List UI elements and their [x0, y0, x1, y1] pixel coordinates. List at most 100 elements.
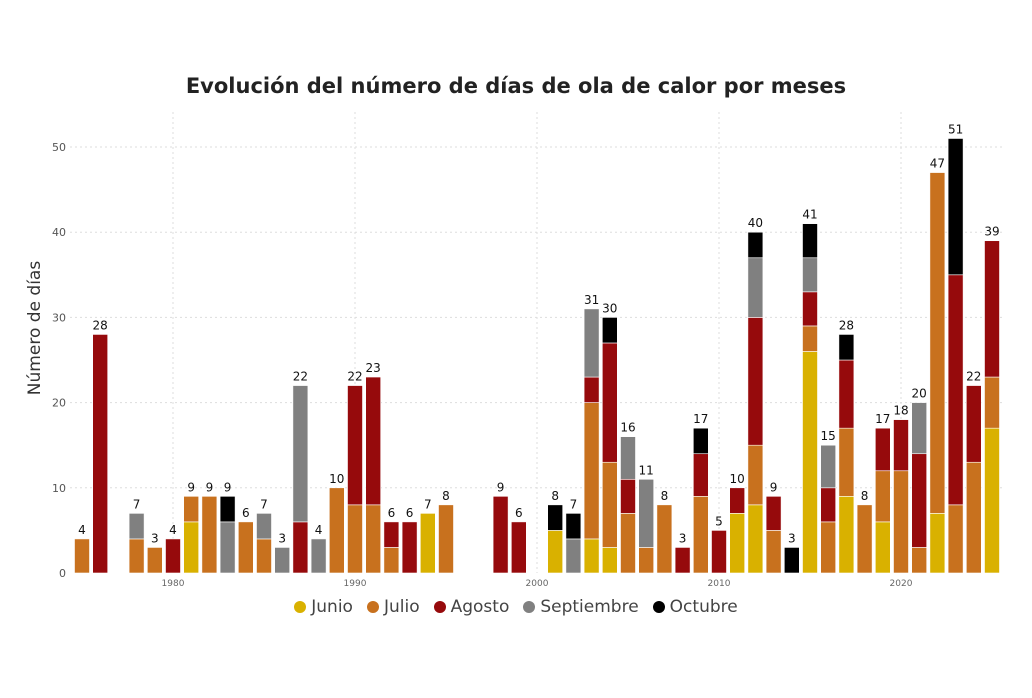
bar-segment-julio-1975	[74, 538, 90, 574]
legend-label: Octubre	[669, 597, 738, 617]
bar-segment-junio-1994	[419, 513, 436, 574]
legend-marker-icon	[652, 601, 665, 613]
x-tick-label: 2010	[708, 579, 731, 589]
bar-segment-octubre-2004	[601, 317, 618, 344]
bar-segment-septiembre-2006	[638, 478, 655, 548]
bar-segment-junio-2004	[601, 547, 618, 574]
data-label-total: 17	[693, 412, 708, 426]
bar-segment-agosto-1980	[165, 538, 181, 574]
legend-marker-icon	[366, 601, 379, 613]
legend-item-octubre[interactable]: Octubre	[652, 597, 738, 617]
bar-segment-julio-1989	[328, 487, 345, 574]
legend-item-julio[interactable]: Julio	[366, 597, 420, 617]
bar-segment-julio-2012	[747, 444, 764, 506]
bar-segment-octubre-2012	[747, 231, 764, 259]
data-label-total: 8	[661, 489, 669, 503]
bar-segment-julio-1992	[383, 547, 400, 574]
data-label-total: 28	[93, 318, 108, 332]
bar-segment-junio-2012	[747, 504, 764, 574]
data-label-total: 6	[242, 506, 250, 520]
bar-segment-julio-2025	[984, 376, 1000, 429]
bar-segment-julio-1991	[365, 504, 382, 574]
data-label-total: 8	[442, 489, 450, 503]
x-tick-label: 1980	[162, 579, 185, 589]
bar-segment-julio-1995	[438, 504, 454, 574]
bar-segment-agosto-1991	[365, 376, 382, 506]
data-label-total: 7	[260, 497, 268, 511]
bar-segment-agosto-2012	[747, 317, 764, 446]
bar-segment-agosto-1987	[292, 521, 309, 574]
data-label-total: 6	[406, 506, 414, 520]
data-label-total: 16	[620, 421, 635, 435]
bar-segment-agosto-2020	[893, 419, 909, 472]
bar-segment-junio-2011	[729, 513, 746, 574]
data-label-total: 8	[551, 489, 559, 503]
bar-segment-septiembre-2015	[802, 257, 818, 293]
data-label-total: 22	[966, 370, 981, 384]
bar-segment-agosto-2019	[874, 427, 891, 472]
data-label-total: 4	[315, 523, 323, 537]
bar-segment-septiembre-1985	[256, 513, 272, 540]
data-label-total: 5	[715, 514, 723, 528]
bar-segment-septiembre-2002	[565, 538, 582, 574]
data-label-total: 6	[388, 506, 396, 520]
legend-label: Junio	[311, 597, 353, 617]
legend-marker-icon	[523, 601, 536, 613]
bar-segment-octubre-2014	[783, 547, 800, 574]
bar-segment-julio-2015	[802, 325, 818, 352]
bar-segment-septiembre-2003	[583, 308, 600, 378]
bar-segment-julio-2019	[874, 470, 891, 523]
bar-segment-agosto-1993	[401, 521, 418, 574]
legend-marker-icon	[294, 601, 307, 613]
data-label-total: 47	[930, 157, 945, 171]
legend-item-septiembre[interactable]: Septiembre	[523, 597, 639, 617]
data-label-total: 6	[515, 506, 523, 520]
bar-segment-julio-2024	[965, 461, 982, 574]
bar-segment-septiembre-1986	[274, 547, 291, 574]
y-tick-label: 50	[52, 141, 66, 154]
bar-segment-junio-1981	[183, 521, 199, 574]
legend-label: Septiembre	[540, 597, 639, 617]
bar-segment-agosto-2004	[601, 342, 618, 463]
data-label-total: 3	[679, 531, 687, 545]
bar-segment-agosto-2016	[820, 487, 837, 523]
data-label-total: 17	[875, 412, 890, 426]
x-tick-label: 2020	[890, 579, 913, 589]
data-label-total: 4	[169, 523, 177, 537]
data-label-total: 9	[187, 480, 195, 494]
bar-segment-agosto-2009	[692, 453, 709, 497]
bar-segment-octubre-1983	[219, 496, 236, 523]
bar-segment-julio-1985	[256, 538, 272, 574]
bar-segment-julio-1982	[201, 496, 218, 574]
legend-item-junio[interactable]: Junio	[294, 597, 353, 617]
bar-segment-julio-2006	[638, 547, 655, 574]
bar-segment-agosto-2017	[838, 359, 855, 429]
bar-segment-agosto-2025	[984, 240, 1000, 378]
legend: Junio Julio Agosto Septiembre Octubre	[0, 597, 1032, 617]
data-label-total: 10	[730, 472, 745, 486]
bar-segment-junio-2022	[929, 513, 946, 574]
bar-segment-agosto-2008	[674, 547, 691, 574]
bar-segment-julio-2021	[911, 547, 928, 574]
bar-segment-septiembre-2005	[620, 436, 636, 480]
data-label-total: 9	[206, 480, 214, 494]
bar-segment-junio-2003	[583, 538, 600, 574]
bar-segment-julio-2009	[692, 496, 709, 574]
y-tick-label: 30	[52, 311, 66, 324]
bar-segment-julio-1984	[238, 521, 254, 574]
bar-segment-julio-2007	[656, 504, 673, 574]
bar-segment-agosto-1998	[492, 496, 509, 574]
bar-segment-julio-2022	[929, 172, 946, 514]
data-label-total: 3	[788, 531, 796, 545]
bar-segment-julio-2003	[583, 402, 600, 540]
bar-segment-agosto-1990	[347, 385, 363, 506]
bar-segment-julio-1981	[183, 496, 199, 523]
bar-segment-agosto-2021	[911, 453, 928, 548]
bar-segment-agosto-2015	[802, 291, 818, 327]
data-label-total: 22	[347, 370, 362, 384]
bar-segment-junio-2017	[838, 496, 855, 574]
legend-item-agosto[interactable]: Agosto	[433, 597, 509, 617]
bar-segment-julio-2013	[765, 530, 782, 574]
bar-segment-julio-2017	[838, 427, 855, 497]
